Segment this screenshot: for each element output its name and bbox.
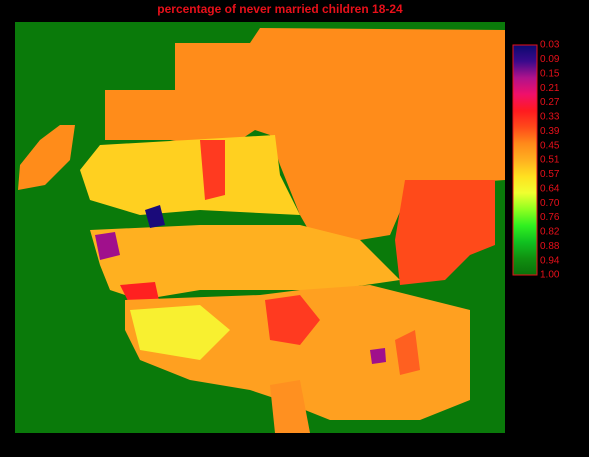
region bbox=[95, 232, 120, 260]
legend-label: 0.03 bbox=[540, 40, 560, 51]
region bbox=[80, 135, 300, 215]
legend-label: 0.09 bbox=[540, 54, 560, 65]
map-title: percentage of never married children 18-… bbox=[157, 2, 403, 16]
legend-label: 0.21 bbox=[540, 83, 560, 94]
map bbox=[15, 22, 505, 433]
legend-label: 0.88 bbox=[540, 241, 560, 252]
legend-label: 0.94 bbox=[540, 255, 560, 266]
region bbox=[90, 225, 400, 300]
legend-label: 0.64 bbox=[540, 183, 560, 194]
legend-label: 0.33 bbox=[540, 112, 560, 123]
region bbox=[265, 295, 320, 345]
region bbox=[130, 305, 230, 360]
region bbox=[18, 125, 75, 190]
legend-label: 0.45 bbox=[540, 140, 560, 151]
legend-label: 0.57 bbox=[540, 169, 560, 180]
region bbox=[395, 330, 420, 375]
legend: 0.03 0.09 0.15 0.21 0.27 0.33 0.39 0.45 0.51 0.57… bbox=[512, 40, 560, 281]
legend-label: 0.76 bbox=[540, 212, 560, 223]
region bbox=[145, 205, 165, 228]
legend-label: 0.15 bbox=[540, 68, 560, 79]
legend-colorbar bbox=[512, 44, 538, 276]
legend-label: 0.70 bbox=[540, 198, 560, 209]
region bbox=[370, 348, 386, 364]
region bbox=[270, 380, 310, 433]
legend-label: 0.27 bbox=[540, 97, 560, 108]
region bbox=[395, 180, 495, 285]
legend-label: 0.82 bbox=[540, 227, 560, 238]
legend-label: 1.00 bbox=[540, 270, 560, 281]
region bbox=[200, 140, 225, 200]
legend-label: 0.51 bbox=[540, 155, 560, 166]
legend-label: 0.39 bbox=[540, 126, 560, 137]
